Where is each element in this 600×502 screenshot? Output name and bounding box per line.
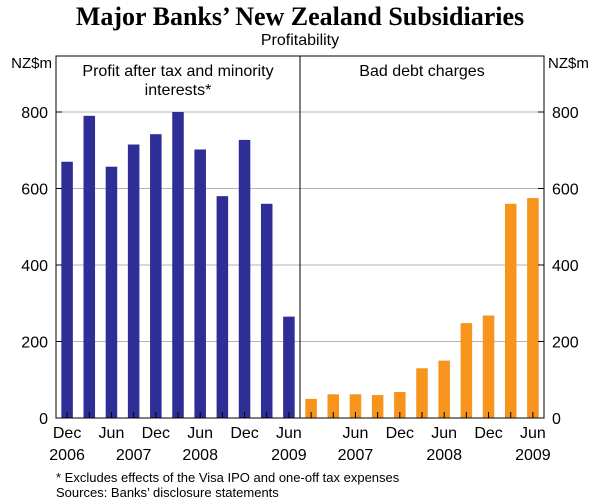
x-tick-label: Dec: [230, 425, 258, 442]
chart-subtitle: Profitability: [260, 32, 340, 49]
panel-title: interests*: [145, 82, 212, 99]
y-tick-label-right: 200: [552, 335, 579, 352]
x-tick-label: Jun: [431, 425, 457, 442]
bad-debt-bar: [416, 368, 428, 418]
y-tick-label-left: 800: [21, 105, 48, 122]
y-tick-label-left: 0: [39, 411, 48, 428]
x-year-label: 2008: [426, 447, 462, 464]
y-tick-label-right: 800: [552, 105, 579, 122]
x-year-label: 2008: [182, 447, 218, 464]
y-tick-label-left: 200: [21, 335, 48, 352]
x-year-label: 2007: [116, 447, 152, 464]
footnote: * Excludes effects of the Visa IPO and o…: [56, 470, 400, 485]
profit-bar: [283, 316, 295, 418]
y-tick-label-right: 600: [552, 182, 579, 199]
bad-debt-bar: [504, 203, 517, 418]
chart-area: 0 0 200 200 400 400 600 600 800 800 NZ$m NZ$m Profit…: [11, 55, 589, 464]
bad-debt-bar: [438, 360, 450, 418]
x-tick-label: Jun: [99, 425, 125, 442]
profit-bar: [150, 134, 162, 418]
bad-debt-bar: [305, 398, 317, 418]
y-tick-label-right: 0: [552, 411, 561, 428]
x-year-label: 2007: [338, 447, 374, 464]
profit-bar: [238, 139, 251, 419]
x-tick-label: Jun: [343, 425, 369, 442]
x-year-label: 2009: [515, 447, 551, 464]
x-tick-label: Jun: [520, 425, 546, 442]
bad-debt-bar: [482, 315, 495, 418]
x-tick-label: Dec: [386, 425, 414, 442]
x-year-label: 2006: [49, 447, 85, 464]
y-axis-unit-left: NZ$m: [11, 55, 52, 72]
x-tick-label: Jun: [187, 425, 213, 442]
profit-bar: [61, 161, 73, 418]
profit-bar: [127, 144, 140, 418]
bad-debt-bar: [394, 391, 406, 418]
y-tick-label-left: 600: [21, 182, 48, 199]
y-tick-label-right: 400: [552, 258, 579, 275]
profit-bar: [260, 203, 273, 418]
profit-bar: [194, 149, 206, 419]
x-tick-label: Dec: [142, 425, 170, 442]
x-tick-label: Dec: [53, 425, 81, 442]
bad-debt-bar: [371, 395, 384, 418]
panel-title: Bad debt charges: [359, 63, 484, 80]
profit-bar: [105, 166, 118, 418]
bad-debt-bar: [460, 323, 473, 418]
x-tick-label: Dec: [474, 425, 502, 442]
y-axis-unit-right: NZ$m: [548, 55, 589, 72]
y-tick-label-left: 400: [21, 258, 48, 275]
x-year-label: 2009: [271, 447, 307, 464]
x-tick-label: Jun: [276, 425, 302, 442]
bad-debt-bar: [349, 394, 362, 418]
profit-bar: [216, 196, 229, 418]
bad-debt-bar: [327, 394, 340, 418]
profit-bar: [172, 112, 184, 418]
panel-title: Profit after tax and minority: [82, 63, 273, 80]
chart-title: Major Banks’ New Zealand Subsidiaries: [75, 2, 525, 31]
profit-bar: [83, 115, 96, 418]
source-note: Sources: Banks’ disclosure statements: [56, 485, 279, 500]
bad-debt-bar: [527, 198, 539, 418]
